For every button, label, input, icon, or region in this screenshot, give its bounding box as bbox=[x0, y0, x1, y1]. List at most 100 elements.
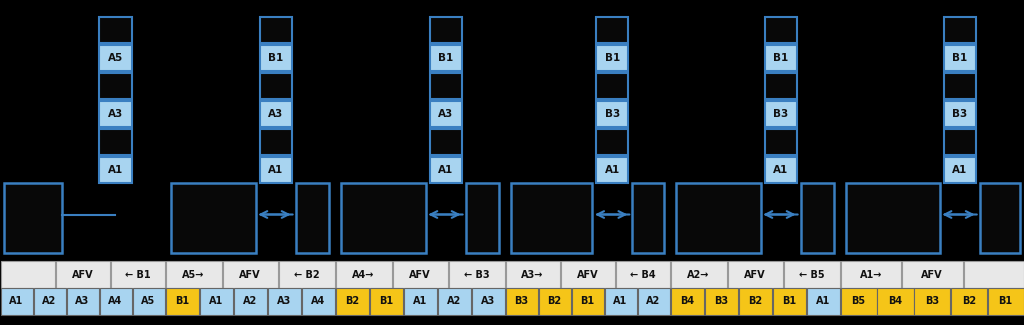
Text: A1→: A1→ bbox=[859, 269, 882, 280]
Bar bbox=[841, 261, 901, 288]
Text: B1: B1 bbox=[952, 53, 968, 63]
Bar bbox=[259, 157, 292, 183]
Text: AFV: AFV bbox=[922, 269, 943, 280]
Bar bbox=[429, 157, 462, 183]
Text: B1: B1 bbox=[379, 296, 393, 306]
Bar bbox=[671, 261, 727, 288]
Text: AFV: AFV bbox=[410, 269, 431, 280]
Text: B1: B1 bbox=[998, 296, 1013, 306]
Bar bbox=[604, 288, 637, 315]
Bar bbox=[34, 288, 66, 315]
Bar bbox=[296, 183, 329, 253]
Bar bbox=[111, 261, 165, 288]
Text: AFV: AFV bbox=[240, 269, 261, 280]
Bar bbox=[301, 288, 335, 315]
Bar bbox=[964, 261, 1024, 288]
Text: B2: B2 bbox=[548, 296, 561, 306]
Bar bbox=[951, 288, 987, 315]
Bar bbox=[450, 261, 505, 288]
Bar bbox=[341, 183, 426, 253]
Bar bbox=[846, 183, 940, 253]
Text: A5: A5 bbox=[141, 296, 156, 306]
Bar bbox=[99, 288, 132, 315]
Text: B1: B1 bbox=[773, 53, 788, 63]
Bar bbox=[259, 129, 292, 155]
Bar bbox=[429, 17, 462, 43]
Text: B4: B4 bbox=[680, 296, 694, 306]
Bar bbox=[67, 288, 99, 315]
Bar bbox=[596, 129, 629, 155]
Bar bbox=[200, 288, 233, 315]
Text: A3: A3 bbox=[438, 109, 454, 119]
Text: B5: B5 bbox=[851, 296, 865, 306]
Text: A1: A1 bbox=[108, 165, 123, 175]
Text: B1: B1 bbox=[604, 53, 620, 63]
Text: B2: B2 bbox=[962, 296, 976, 306]
Bar bbox=[429, 73, 462, 99]
Text: A3: A3 bbox=[276, 296, 291, 306]
Bar bbox=[632, 183, 664, 253]
Bar bbox=[336, 261, 391, 288]
Text: A1: A1 bbox=[613, 296, 628, 306]
Bar bbox=[784, 261, 840, 288]
Bar bbox=[765, 157, 797, 183]
Text: A3: A3 bbox=[108, 109, 123, 119]
Text: B3: B3 bbox=[952, 109, 968, 119]
Text: A1: A1 bbox=[209, 296, 223, 306]
Bar bbox=[370, 288, 403, 315]
Text: A4: A4 bbox=[311, 296, 326, 306]
Text: ← B5: ← B5 bbox=[799, 269, 824, 280]
Text: B3: B3 bbox=[604, 109, 620, 119]
Bar bbox=[99, 157, 131, 183]
Text: B2: B2 bbox=[748, 296, 762, 306]
Bar bbox=[878, 288, 913, 315]
Text: B3: B3 bbox=[714, 296, 728, 306]
Text: B2: B2 bbox=[345, 296, 359, 306]
Bar bbox=[807, 288, 840, 315]
Bar bbox=[4, 183, 61, 253]
Bar bbox=[616, 261, 670, 288]
Bar bbox=[259, 73, 292, 99]
Bar bbox=[671, 288, 705, 315]
Bar bbox=[280, 261, 335, 288]
Bar bbox=[676, 183, 761, 253]
Bar bbox=[132, 288, 165, 315]
Bar bbox=[471, 288, 505, 315]
Bar bbox=[99, 129, 131, 155]
Bar bbox=[943, 129, 976, 155]
Bar bbox=[99, 101, 131, 127]
Bar bbox=[902, 261, 963, 288]
Text: A2→: A2→ bbox=[687, 269, 710, 280]
Text: A2: A2 bbox=[446, 296, 461, 306]
Bar bbox=[841, 288, 877, 315]
Bar bbox=[943, 157, 976, 183]
Bar bbox=[392, 261, 449, 288]
Bar bbox=[1, 261, 55, 288]
Bar bbox=[561, 261, 615, 288]
Bar bbox=[988, 288, 1024, 315]
Text: A3→: A3→ bbox=[521, 269, 544, 280]
Bar bbox=[596, 157, 629, 183]
Text: A5: A5 bbox=[108, 53, 123, 63]
Text: A1: A1 bbox=[773, 165, 788, 175]
Bar bbox=[772, 288, 806, 315]
Text: AFV: AFV bbox=[744, 269, 766, 280]
Text: A1: A1 bbox=[816, 296, 830, 306]
Text: A1: A1 bbox=[438, 165, 454, 175]
Bar bbox=[506, 288, 538, 315]
Bar bbox=[259, 45, 292, 71]
Text: A2: A2 bbox=[243, 296, 257, 306]
Bar bbox=[511, 183, 592, 253]
Text: A4: A4 bbox=[109, 296, 123, 306]
Text: AFV: AFV bbox=[577, 269, 598, 280]
Bar bbox=[765, 101, 797, 127]
Text: A4→: A4→ bbox=[352, 269, 375, 280]
Bar bbox=[765, 129, 797, 155]
Text: AFV: AFV bbox=[72, 269, 93, 280]
Bar bbox=[943, 101, 976, 127]
Bar bbox=[728, 261, 783, 288]
Bar bbox=[539, 288, 571, 315]
Bar bbox=[765, 45, 797, 71]
Bar bbox=[336, 288, 369, 315]
Bar bbox=[596, 101, 629, 127]
